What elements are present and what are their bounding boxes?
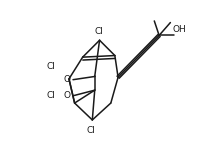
Text: Cl: Cl <box>86 126 95 135</box>
Text: Cl: Cl <box>46 62 55 71</box>
Text: O: O <box>63 75 70 84</box>
Text: Cl: Cl <box>46 91 55 100</box>
Text: OH: OH <box>172 25 186 34</box>
Text: O: O <box>63 91 70 100</box>
Text: Cl: Cl <box>94 27 103 36</box>
